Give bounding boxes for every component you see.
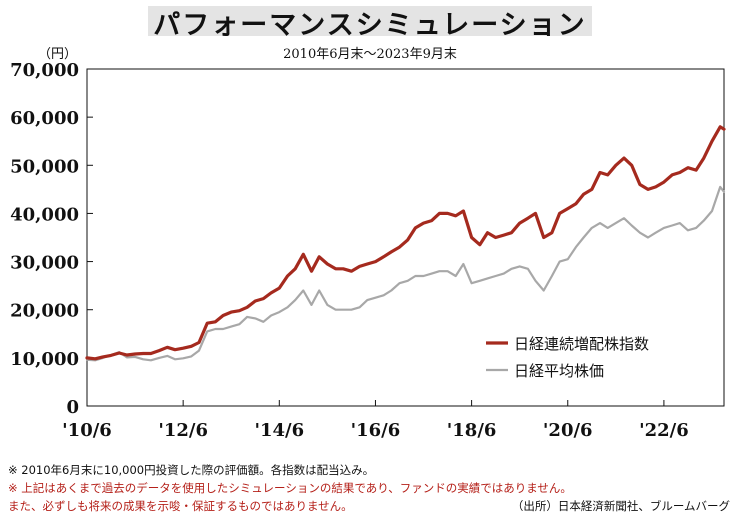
x-tick-label: '20/6 [543,420,593,441]
legend-label: 日経連続増配株指数 [514,335,649,353]
y-tick-label: 10,000 [10,349,79,370]
plot-frame [86,68,725,407]
tick-labels: 0 10,000 20,000 30,000 40,000 50,000 60,000 70,… [10,47,689,441]
y-tick-label: 70,000 [10,60,79,81]
chart-title: パフォーマンスシミュレーション [153,10,587,41]
title-band [148,6,592,36]
y-unit-label: （円） [38,47,77,62]
x-tick-label: '10/6 [62,420,112,441]
x-tick-label: '18/6 [447,420,497,441]
y-tick-label: 50,000 [10,156,79,177]
source-credit: （出所）日本経済新聞社、ブルームバーグ [511,499,730,513]
y-tick-label: 60,000 [10,108,79,129]
series-lines [85,125,726,362]
series-line-nikkei [85,185,726,362]
x-tick-label: '14/6 [254,420,304,441]
x-tick-label: '12/6 [158,420,208,441]
footnote-disclaimer-cont: また、必ずしも将来の成果を示唆・保証するものではありません。 [8,499,353,513]
x-tick-label: '16/6 [351,420,401,441]
axes [86,68,725,407]
y-tick-label: 20,000 [10,301,79,322]
legend-label: 日経平均株価 [514,362,604,380]
x-tick-label: '22/6 [639,420,689,441]
footnote-disclaimer: ※ 上記はあくまで過去のデータを使用したシミュレーションの結果であり、ファンドの… [8,481,572,495]
chart-subtitle: 2010年6月末～2023年9月末 [283,47,457,62]
y-tick-label: 30,000 [10,253,79,274]
y-tick-label: 40,000 [10,204,79,225]
y-tick-label: 0 [66,397,79,418]
footnote-valuation: ※ 2010年6月末に10,000円投資した際の評価額。各指数は配当込み。 [8,463,375,477]
series-line-dividend [85,125,726,361]
